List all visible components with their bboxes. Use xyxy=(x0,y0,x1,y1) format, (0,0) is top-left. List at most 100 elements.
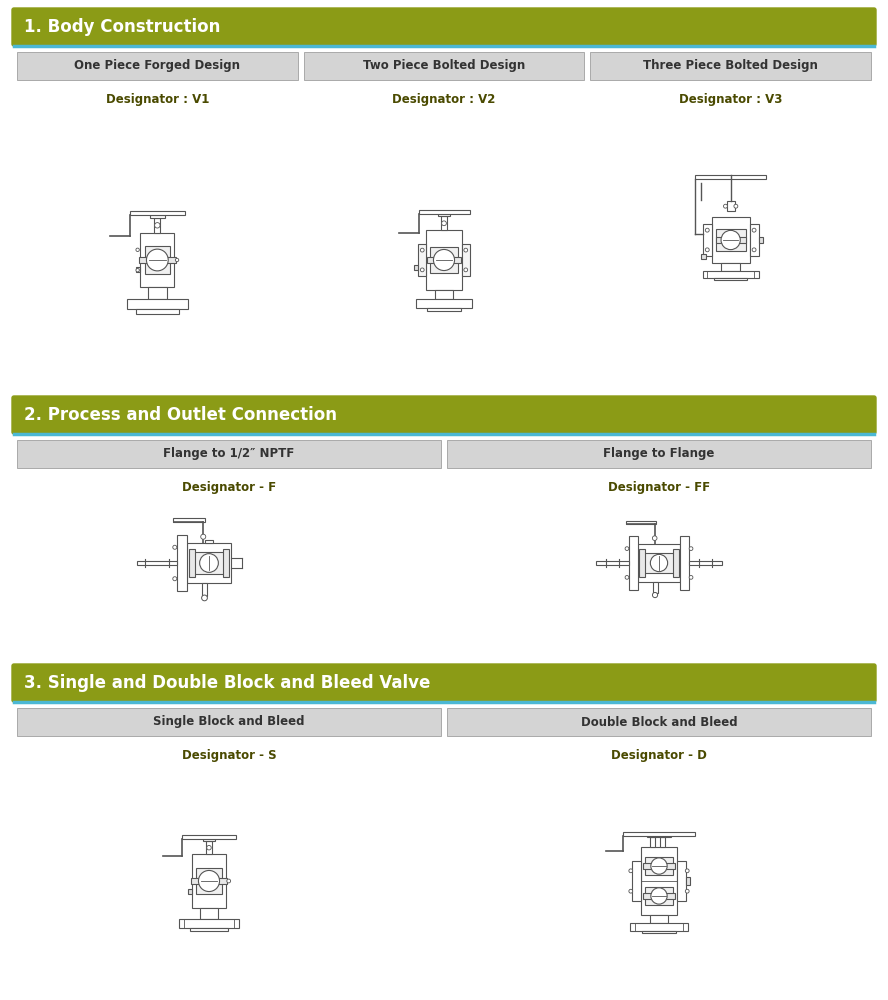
Text: Flange to 1/2″ NPTF: Flange to 1/2″ NPTF xyxy=(163,448,295,460)
Circle shape xyxy=(420,268,424,272)
Bar xyxy=(427,257,461,263)
Bar xyxy=(150,215,164,218)
Bar xyxy=(430,247,458,273)
Circle shape xyxy=(686,889,689,893)
Bar xyxy=(447,708,871,736)
Circle shape xyxy=(200,554,218,572)
Circle shape xyxy=(433,249,455,271)
Circle shape xyxy=(201,534,206,539)
Bar xyxy=(645,887,673,905)
Text: Designator - S: Designator - S xyxy=(182,750,276,762)
Bar xyxy=(304,52,584,80)
Text: Designator : V2: Designator : V2 xyxy=(392,94,496,106)
Circle shape xyxy=(173,545,177,549)
Bar xyxy=(188,549,194,577)
Bar xyxy=(136,267,140,272)
Bar xyxy=(137,561,177,565)
Bar xyxy=(726,201,734,211)
Bar xyxy=(626,521,656,524)
Circle shape xyxy=(752,228,756,232)
Bar xyxy=(632,861,641,901)
Bar xyxy=(177,535,186,591)
Circle shape xyxy=(147,249,168,271)
Circle shape xyxy=(705,248,710,252)
Bar xyxy=(644,893,675,899)
Text: One Piece Forged Design: One Piece Forged Design xyxy=(75,60,241,73)
Bar xyxy=(695,175,766,179)
Bar xyxy=(427,308,461,311)
Bar xyxy=(148,287,167,299)
Bar xyxy=(187,889,192,894)
Circle shape xyxy=(689,576,693,579)
Text: 1. Body Construction: 1. Body Construction xyxy=(24,18,220,36)
Text: Designator - D: Designator - D xyxy=(611,750,707,762)
Bar xyxy=(653,582,657,593)
Bar xyxy=(630,923,687,931)
Bar xyxy=(462,244,470,276)
Circle shape xyxy=(173,577,177,581)
Bar xyxy=(202,839,216,841)
Text: Single Block and Bleed: Single Block and Bleed xyxy=(154,716,305,728)
Bar xyxy=(689,561,722,565)
Circle shape xyxy=(651,858,667,874)
Bar xyxy=(642,553,676,573)
Circle shape xyxy=(629,889,632,893)
Circle shape xyxy=(136,248,139,251)
Bar xyxy=(179,919,239,928)
Bar xyxy=(716,237,746,243)
Bar xyxy=(202,583,207,596)
FancyBboxPatch shape xyxy=(12,664,876,702)
Bar xyxy=(712,217,749,263)
Bar xyxy=(623,832,694,836)
Bar xyxy=(638,544,680,582)
Bar xyxy=(650,837,654,847)
Circle shape xyxy=(752,248,756,252)
Bar xyxy=(721,263,740,271)
Bar xyxy=(195,868,222,894)
Bar xyxy=(189,928,228,931)
Bar xyxy=(200,908,218,919)
Bar xyxy=(17,708,441,736)
Circle shape xyxy=(705,228,710,232)
Bar xyxy=(639,549,645,577)
Bar xyxy=(192,854,226,908)
Bar xyxy=(435,290,453,299)
Bar xyxy=(416,299,472,308)
Circle shape xyxy=(651,888,667,904)
Bar xyxy=(131,211,185,215)
Bar xyxy=(686,877,690,885)
Text: Two Piece Bolted Design: Two Piece Bolted Design xyxy=(363,60,525,73)
Text: Designator : V3: Designator : V3 xyxy=(679,94,782,106)
Circle shape xyxy=(689,547,693,550)
Bar xyxy=(191,552,227,574)
Circle shape xyxy=(629,869,632,873)
Bar xyxy=(673,549,678,577)
Bar xyxy=(660,837,665,847)
Bar xyxy=(702,254,706,259)
Bar xyxy=(438,214,450,216)
Circle shape xyxy=(226,879,231,883)
Circle shape xyxy=(464,248,468,252)
Bar xyxy=(139,257,176,263)
Bar xyxy=(677,861,686,901)
Bar xyxy=(418,244,426,276)
Bar xyxy=(186,543,231,583)
Bar xyxy=(702,224,712,256)
Text: Designator - F: Designator - F xyxy=(182,482,276,494)
Bar xyxy=(17,440,441,468)
Circle shape xyxy=(733,204,738,208)
Bar xyxy=(702,271,758,278)
Circle shape xyxy=(724,204,727,208)
Circle shape xyxy=(175,258,178,262)
Bar xyxy=(646,836,670,837)
Bar xyxy=(641,847,677,915)
Text: Designator - FF: Designator - FF xyxy=(608,482,710,494)
Bar xyxy=(645,857,673,875)
Circle shape xyxy=(721,230,741,250)
Circle shape xyxy=(625,576,629,579)
Bar xyxy=(716,229,746,251)
Circle shape xyxy=(420,248,424,252)
Circle shape xyxy=(650,554,668,572)
Bar xyxy=(136,309,178,314)
Circle shape xyxy=(653,536,657,540)
